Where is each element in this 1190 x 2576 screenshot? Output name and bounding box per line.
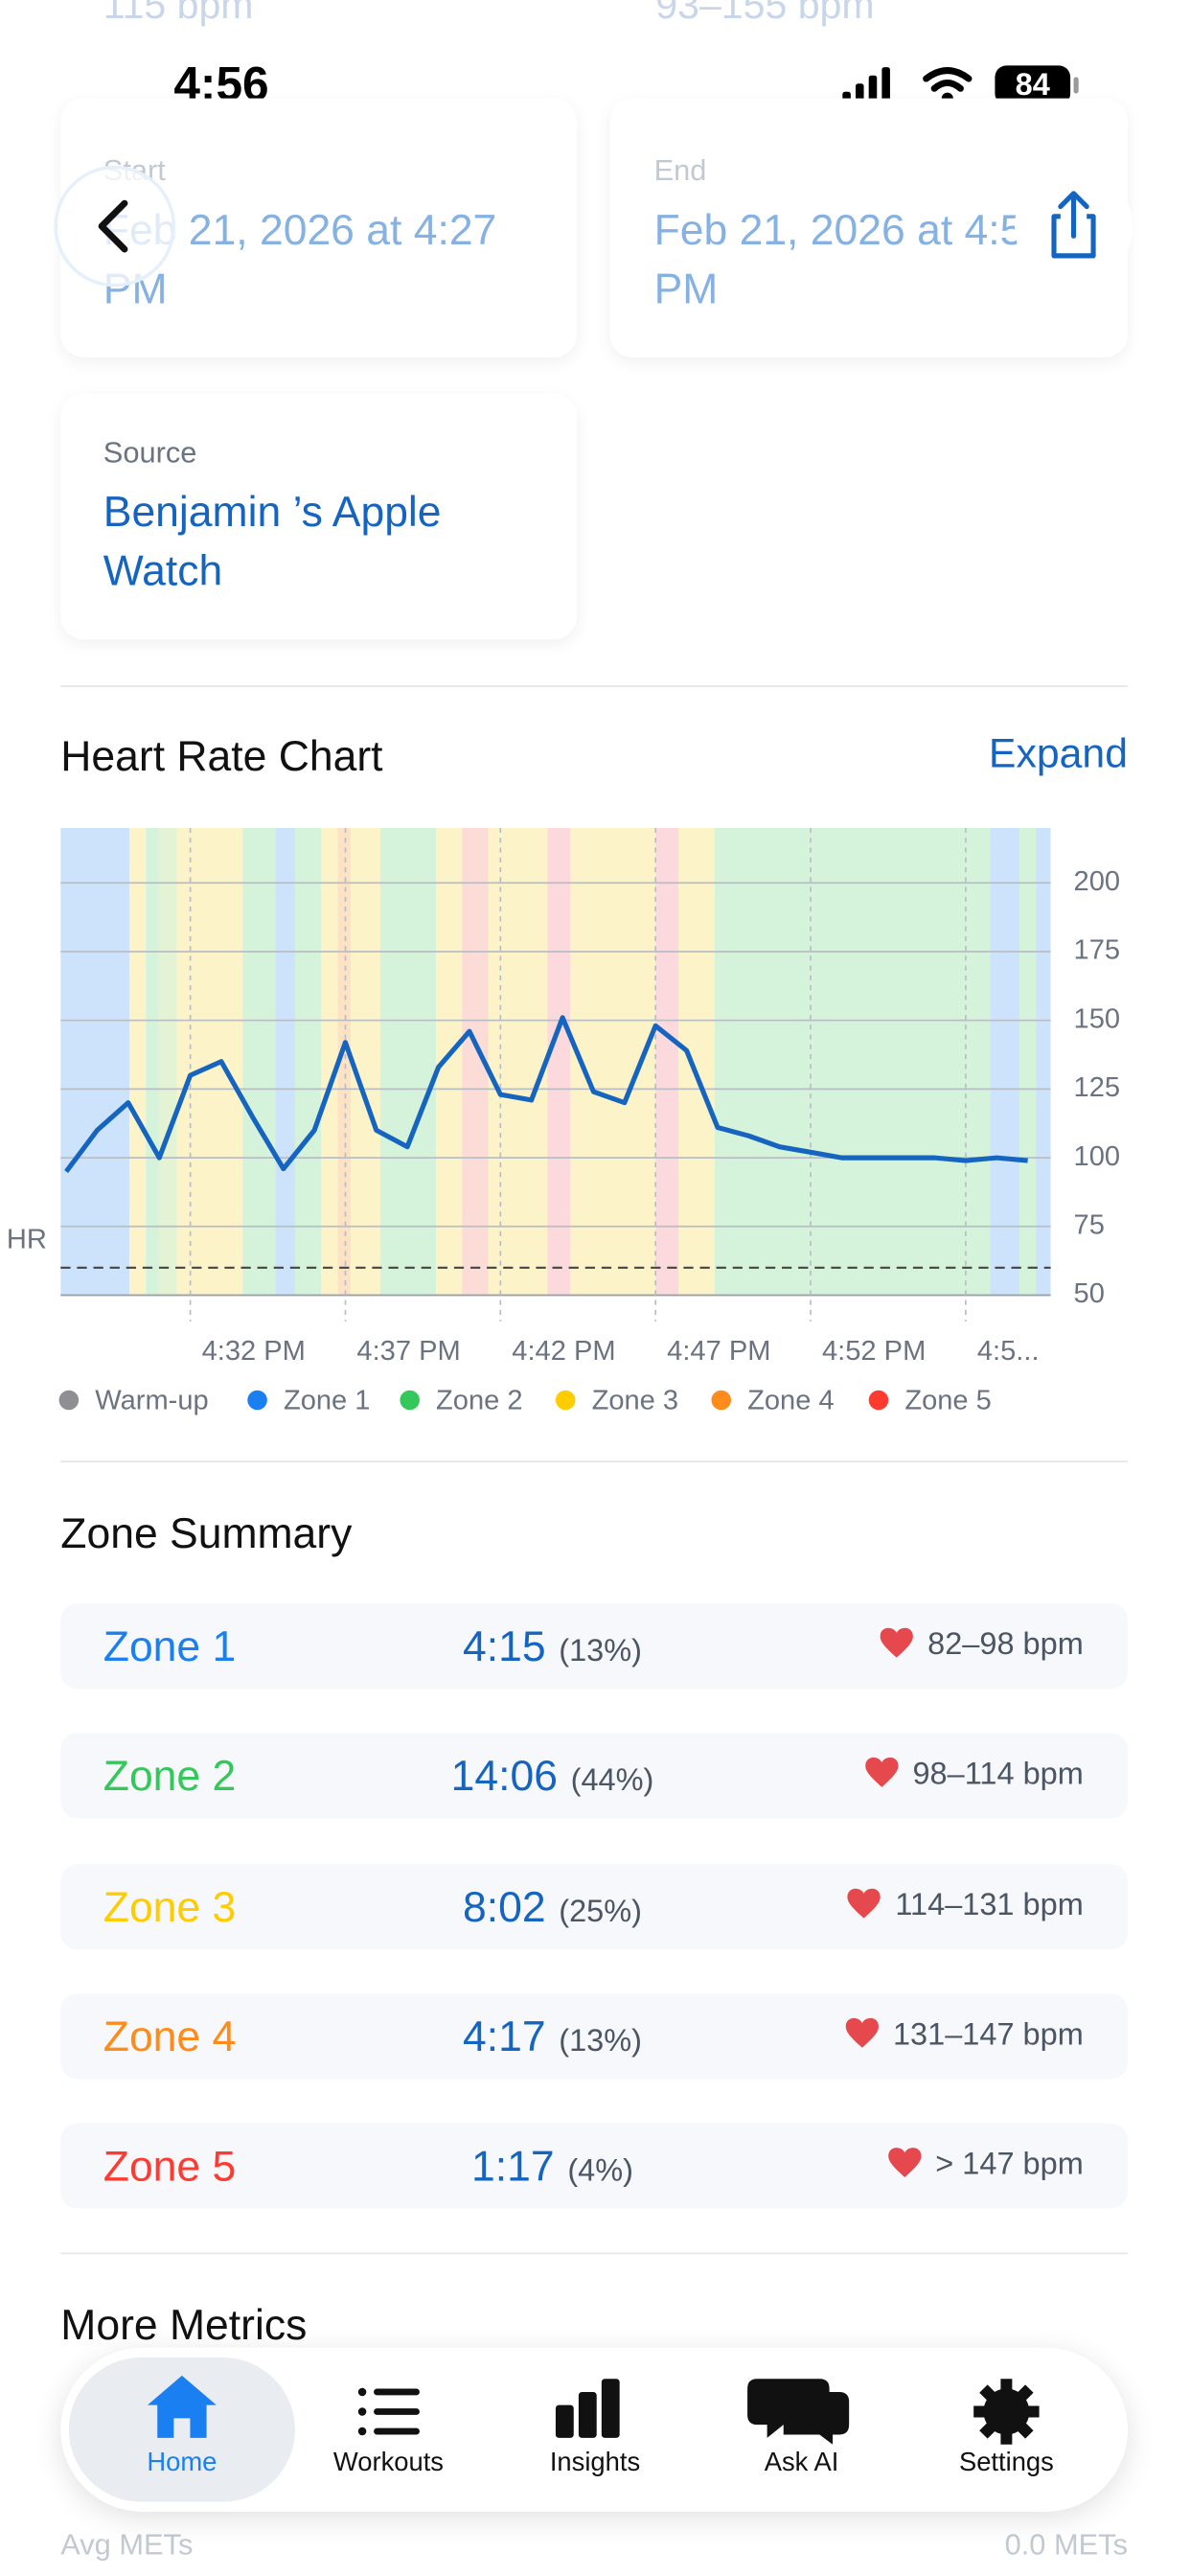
zone-range: 82–98 bpm [927, 1627, 1084, 1663]
legend-label: Zone 1 [284, 1385, 371, 1415]
battery-level: 84 [1016, 67, 1050, 102]
section-title: More Metrics [60, 2300, 308, 2350]
zone-range-group: 114–131 bpm [846, 1863, 1084, 1948]
zone-range: 131–147 bpm [892, 2017, 1084, 2053]
heart-icon [845, 2017, 879, 2048]
x-tick-label: 4:42 PM [512, 1336, 615, 1367]
zone-range-group: > 147 bpm [886, 2124, 1084, 2209]
zone-range-group: 131–147 bpm [844, 1993, 1084, 2079]
zone-name: Zone 2 [103, 1751, 237, 1801]
card-label: Source [103, 436, 197, 470]
zone-duration-group: 14:06 (44%) [290, 1734, 814, 1828]
heart-icon [880, 1627, 913, 1658]
card-value: Benjamin ’s Apple Watch [103, 487, 442, 595]
y-tick-label: 175 [1074, 935, 1121, 966]
zone-percent: (4%) [567, 2154, 633, 2190]
x-tick-label: 4:37 PM [356, 1336, 460, 1367]
background-metric: 93–155 bpm [655, 0, 875, 29]
zone-percent: (13%) [559, 2024, 642, 2059]
zone-range: > 147 bpm [935, 2148, 1084, 2183]
legend-dot [555, 1390, 576, 1411]
tab-label[interactable]: Ask AI [764, 2449, 839, 2477]
section-title: Zone Summary [60, 1507, 353, 1558]
background-metric: 115 bpm [103, 0, 254, 29]
zone-duration: 4:15 [463, 1621, 546, 1671]
metric-label: Avg METs [60, 2527, 194, 2562]
legend-label: Warm-up [95, 1385, 208, 1415]
zone-duration: 14:06 [450, 1751, 558, 1801]
zone-duration: 1:17 [471, 2141, 555, 2191]
y-tick-label: 125 [1074, 1072, 1121, 1103]
divider [60, 1460, 1128, 1462]
hr-line [64, 1015, 1028, 1174]
legend-dot [58, 1390, 80, 1411]
x-tick-label: 4:32 PM [202, 1336, 306, 1367]
zone-duration-group: 4:17 (13%) [290, 1993, 814, 2087]
zone-duration-group: 4:15 (13%) [290, 1603, 814, 1697]
legend-dot [868, 1390, 889, 1411]
zone-name: Zone 1 [103, 1621, 237, 1671]
zone-percent: (44%) [570, 1764, 654, 1800]
zone-range-group: 98–114 bpm [863, 1734, 1084, 1819]
expand-button[interactable]: Expand [988, 730, 1128, 777]
chart-title: Heart Rate Chart [60, 730, 383, 781]
zone-row: Zone 3 8:02 (25%) 114–131 bpm [60, 1863, 1128, 1949]
zone-name: Zone 4 [103, 2011, 237, 2061]
card-label: End [653, 153, 707, 188]
y-tick-label: 75 [1074, 1209, 1105, 1240]
zone-name: Zone 5 [103, 2141, 237, 2191]
x-tick-label: 4:52 PM [822, 1336, 926, 1367]
legend-dot [247, 1390, 267, 1411]
zone-range: 114–131 bpm [895, 1888, 1084, 1923]
tab-label[interactable]: Settings [958, 2449, 1054, 2477]
series-label: HR [7, 1225, 47, 1255]
metric-value: 0.0 METs [1004, 2527, 1128, 2562]
zone-name: Zone 3 [103, 1881, 237, 1931]
zone-row: Zone 1 4:15 (13%) 82–98 bpm [60, 1603, 1128, 1690]
zone-bands [60, 827, 1051, 1296]
x-tick-label: 4:5... [977, 1336, 1040, 1367]
legend-dot [711, 1390, 731, 1411]
zone-percent: (25%) [559, 1894, 642, 1929]
heart-icon [887, 2148, 921, 2178]
y-tick-label: 100 [1074, 1141, 1121, 1172]
y-tick-label: 150 [1074, 1003, 1121, 1034]
source-card: Source Benjamin ’s Apple Watch [60, 393, 578, 640]
card-value: Feb 21, 2026 at 4:59 PM [653, 204, 1048, 313]
zone-duration-group: 1:17 (4%) [290, 2124, 814, 2218]
tab-label[interactable]: Insights [549, 2449, 641, 2477]
x-tick-label: 4:47 PM [667, 1336, 770, 1367]
legend-label: Zone 5 [904, 1385, 992, 1415]
zone-row: Zone 5 1:17 (4%) > 147 bpm [60, 2123, 1128, 2209]
end-card: End Feb 21, 2026 at 4:59 PM [609, 98, 1128, 357]
zone-duration-group: 8:02 (25%) [290, 1863, 814, 1957]
heart-icon [864, 1758, 899, 1788]
tab-label[interactable]: Home [147, 2449, 217, 2477]
share-button[interactable] [1008, 161, 1142, 295]
legend-label: Zone 2 [436, 1385, 523, 1415]
legend-label: Zone 4 [747, 1385, 835, 1415]
back-button[interactable] [49, 161, 183, 295]
y-tick-label: 50 [1074, 1278, 1105, 1309]
tab-label[interactable]: Workouts [332, 2449, 444, 2477]
divider [60, 685, 1128, 687]
divider [60, 2252, 1128, 2255]
tab-icons [147, 2375, 1040, 2445]
y-tick-label: 200 [1074, 866, 1121, 897]
legend-label: Zone 3 [592, 1385, 679, 1415]
zone-duration: 4:17 [463, 2011, 546, 2061]
zone-percent: (13%) [559, 1634, 642, 1669]
zone-range-group: 82–98 bpm [879, 1603, 1084, 1689]
heart-rate-chart: 50 75 100 125 150 175 200 4:32 PM 4:37 PM 4:42 PM… [7, 827, 1121, 1415]
heart-icon [847, 1888, 881, 1918]
zone-range: 98–114 bpm [912, 1758, 1084, 1793]
legend-dot [400, 1390, 420, 1411]
zone-row: Zone 2 14:06 (44%) 98–114 bpm [60, 1733, 1128, 1819]
zone-row: Zone 4 4:17 (13%) 131–147 bpm [60, 1993, 1128, 2080]
zone-duration: 8:02 [463, 1881, 546, 1931]
status-icons: 84 [842, 65, 1079, 105]
